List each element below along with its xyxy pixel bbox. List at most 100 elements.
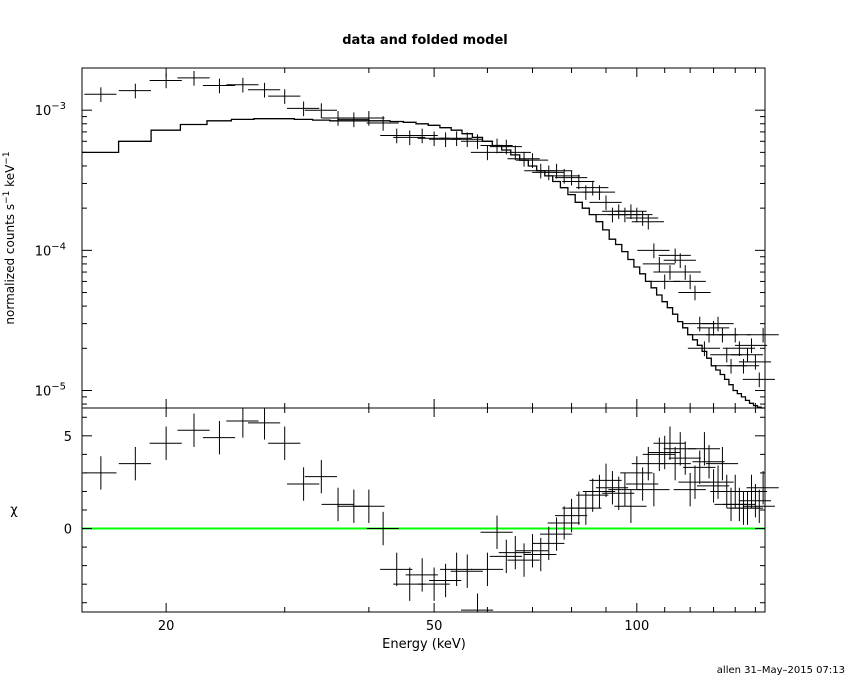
residual-point [738, 484, 772, 518]
x-tick-label: 100 [624, 619, 649, 634]
data-point [287, 101, 320, 117]
residual-point [247, 408, 281, 440]
residual-point [380, 552, 413, 587]
residual-point [321, 487, 354, 522]
chart-title: data and folded model [342, 33, 508, 48]
data-point [366, 116, 399, 131]
residual-point [202, 420, 236, 455]
x-tick-label: 50 [426, 619, 443, 634]
data-point [555, 170, 588, 186]
residual-point [692, 445, 725, 479]
data-point [734, 338, 768, 354]
data-point [507, 151, 540, 167]
y-tick-label-exp: −3 [51, 101, 66, 112]
top-x-ticks [81, 68, 756, 408]
y-tick-label: 5 [64, 430, 72, 445]
residual-point [149, 426, 182, 460]
data-point [498, 145, 531, 161]
data-point [742, 372, 775, 388]
residual-point [742, 489, 775, 523]
bottom-x-ticks: 20 50 100 [81, 408, 756, 634]
data-point [658, 248, 691, 264]
y-tick-label-base: 10 [35, 104, 52, 119]
residual-point [602, 476, 635, 510]
residual-point [480, 515, 513, 549]
data-point [226, 77, 259, 93]
residual-point [653, 426, 686, 460]
data-point [620, 207, 653, 223]
data-point [718, 327, 751, 343]
data-point [614, 204, 647, 220]
y-tick-label: 0 [64, 523, 72, 538]
data-point [405, 128, 438, 144]
residual-point [687, 432, 721, 466]
top-y-axis-label: normalized counts s−1 keV−1 [2, 151, 17, 324]
data-point [515, 153, 549, 168]
footer-credit: allen 31–May–2015 07:13 [717, 665, 845, 676]
ylabel-counts-exp: −1 [2, 191, 12, 204]
ylabel-counts: normalized counts s [3, 204, 17, 325]
data-point [450, 132, 483, 148]
residual-point [683, 450, 716, 485]
folded-model-step-line [82, 118, 765, 409]
folded-model-line [82, 118, 765, 409]
data-point [84, 87, 117, 103]
data-point [393, 130, 426, 146]
residual-point [470, 552, 504, 587]
x-axis-label: Energy (keV) [382, 637, 466, 652]
data-point [268, 89, 301, 104]
y-tick-label-exp: −5 [51, 381, 66, 392]
data-point [668, 265, 701, 280]
residual-point [366, 511, 399, 546]
data-point [480, 138, 513, 154]
residual-point [658, 446, 691, 481]
data-point [687, 341, 721, 357]
residual-point [547, 506, 580, 540]
data-point [247, 82, 281, 98]
top-panel-frame [81, 67, 766, 409]
residual-point [287, 467, 320, 501]
data-point [470, 145, 504, 161]
data-point [722, 341, 756, 357]
top-data-points [84, 70, 779, 388]
residual-point [637, 472, 670, 507]
bottom-panel-frame [81, 407, 766, 613]
data-point [730, 347, 764, 363]
data-point [118, 83, 151, 99]
data-point [673, 274, 706, 290]
data-point [589, 195, 622, 211]
data-point [177, 70, 210, 86]
top-panel: 10−310−410−5 normalized counts s−1 keV−1 [2, 67, 779, 409]
residual-point [268, 426, 301, 460]
residual-point [668, 441, 701, 475]
residual-point [576, 478, 609, 512]
data-point [678, 285, 711, 301]
residual-point [489, 539, 522, 574]
residual-point [555, 498, 588, 533]
residual-point [226, 408, 259, 438]
data-point [631, 214, 664, 230]
top-y-ticks: 10−310−410−5 [35, 67, 765, 405]
top-plot-area [82, 70, 779, 409]
residual-point [460, 593, 494, 612]
data-point [626, 211, 659, 226]
residual-points [84, 408, 779, 612]
residual-point [540, 517, 573, 551]
data-point [337, 112, 370, 128]
y-tick-label: 10−3 [35, 101, 66, 119]
data-point [582, 185, 616, 200]
residual-point [118, 446, 151, 481]
data-point [663, 253, 696, 269]
data-point [637, 243, 670, 259]
residual-point [589, 463, 622, 498]
ylabel-kev: keV [3, 164, 17, 191]
y-tick-label: 10−5 [35, 381, 66, 399]
data-point [738, 354, 772, 370]
residual-point [405, 558, 438, 592]
residual-point [697, 469, 730, 503]
residual-point [701, 465, 734, 499]
residual-point [532, 526, 565, 561]
residual-point [705, 446, 739, 481]
data-point [642, 257, 675, 272]
